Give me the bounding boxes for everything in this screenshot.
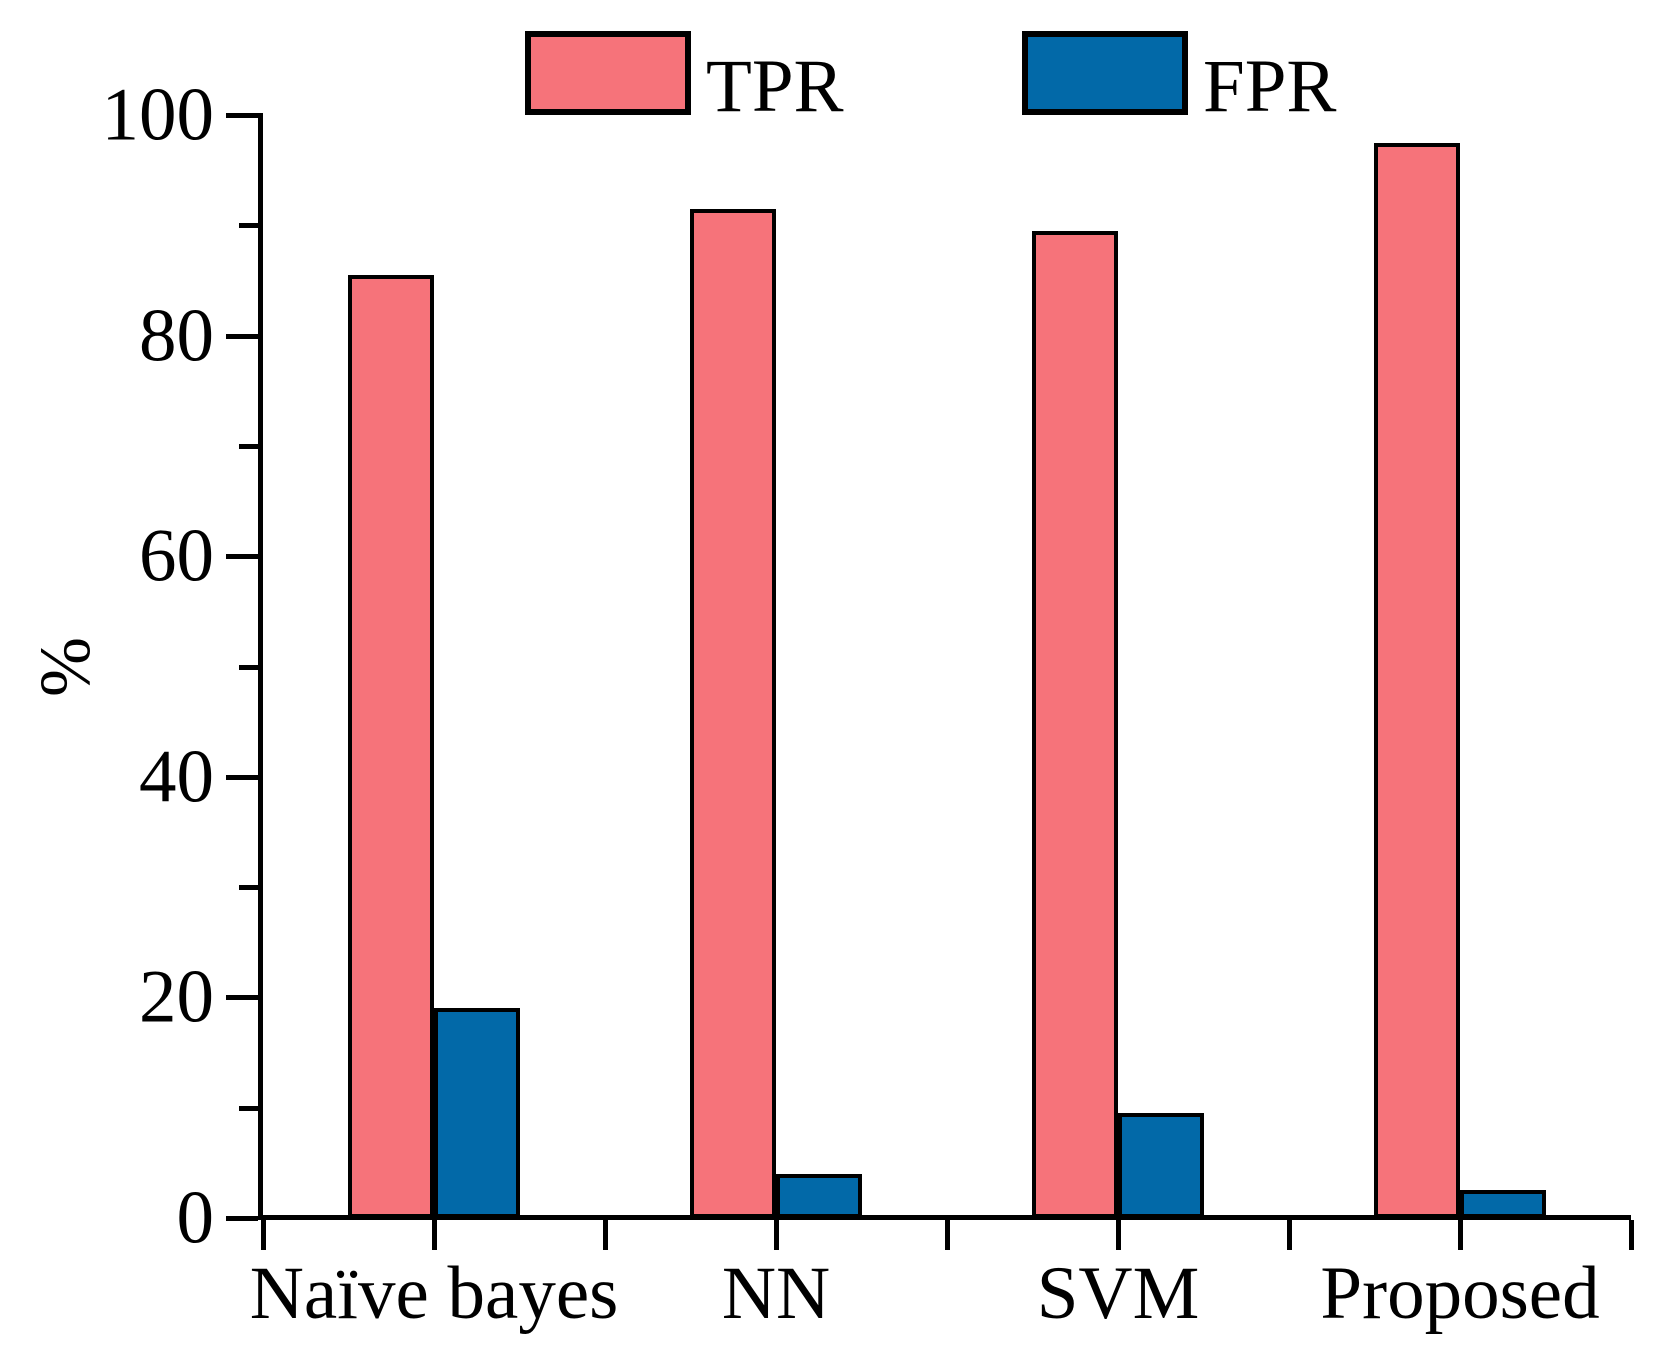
y-minor-tick [239,664,258,670]
x-tick [1287,1220,1292,1250]
x-tick [432,1220,437,1250]
bar-proposed-fpr [1460,1190,1546,1218]
y-tick-label: 100 [101,73,215,157]
category-label-svm: SVM [1036,1252,1200,1335]
y-axis-line [258,113,263,1220]
x-tick [1458,1220,1463,1250]
bar-na-ve-bayes-tpr [348,275,434,1218]
bar-svm-fpr [1118,1113,1204,1218]
y-tick-label: 80 [139,294,214,378]
y-tick-label: 0 [176,1176,215,1260]
bar-proposed-tpr [1374,143,1460,1218]
category-label-nn: NN [721,1252,831,1335]
y-tick-label: 40 [139,735,214,819]
bar-nn-tpr [690,209,776,1218]
bar-svm-tpr [1032,231,1118,1218]
legend-label-fpr: FPR [1203,45,1337,128]
category-label-na-ve-bayes: Naïve bayes [249,1252,619,1335]
category-label-proposed: Proposed [1320,1252,1600,1335]
tpr-color-swatch [525,31,691,115]
x-tick [1629,1220,1634,1250]
x-tick [1116,1220,1121,1250]
y-major-tick [226,995,258,1001]
x-axis-line [258,1215,1631,1220]
y-minor-tick [239,223,258,229]
bar-na-ve-bayes-fpr [434,1008,520,1218]
y-minor-tick [239,443,258,449]
y-major-tick [226,554,258,560]
legend-label-tpr: TPR [706,45,844,128]
bar-nn-fpr [776,1174,862,1218]
x-tick [945,1220,950,1250]
y-tick-label: 60 [139,514,214,598]
y-minor-tick [239,885,258,891]
x-tick [774,1220,779,1250]
y-major-tick [226,113,258,118]
y-minor-tick [239,1105,258,1111]
x-tick [603,1220,608,1250]
fpr-color-swatch [1022,31,1188,115]
legend-swatch-tpr [525,31,691,115]
legend-swatch-fpr [1022,31,1188,115]
y-major-tick [226,333,258,339]
y-major-tick [226,1216,258,1221]
y-major-tick [226,774,258,780]
x-tick [261,1220,266,1250]
y-tick-label: 20 [139,955,214,1039]
